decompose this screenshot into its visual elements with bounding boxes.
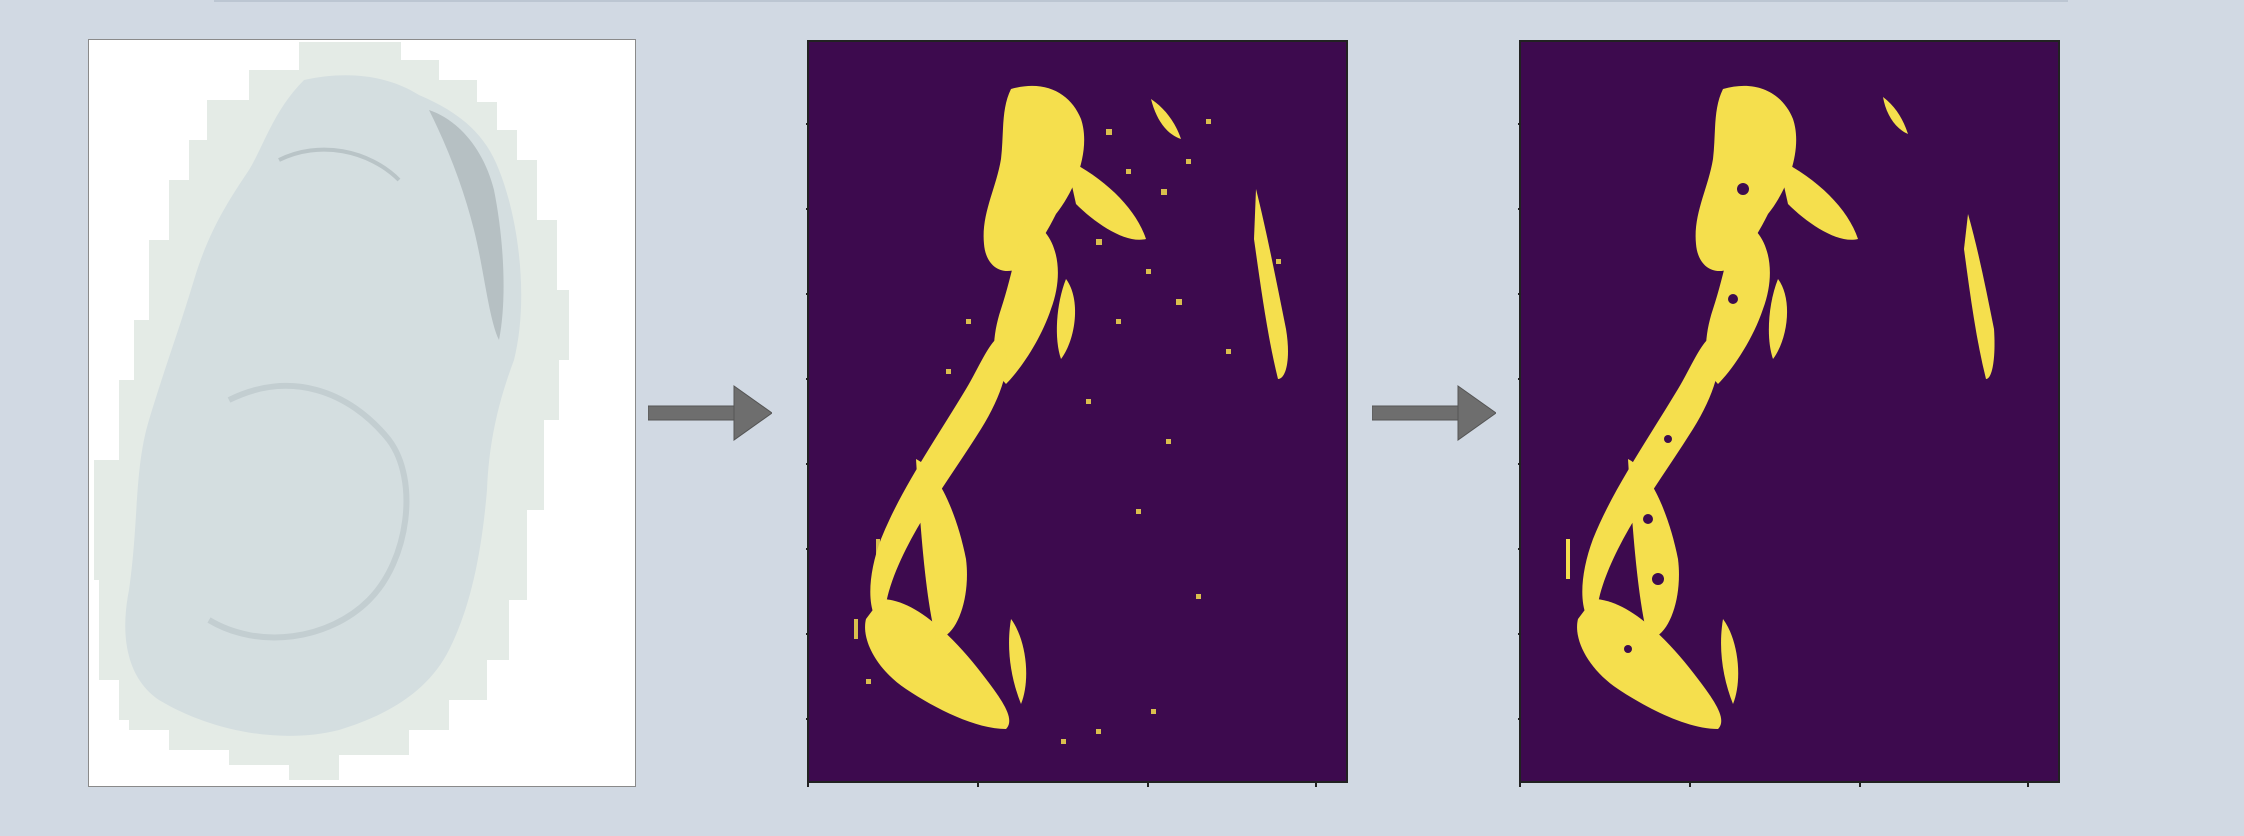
cleaned-mask-image [1518, 40, 2060, 787]
raw-mask-axis-ticks [806, 123, 1317, 787]
raw-mask-panel [806, 39, 1351, 787]
cleaned-mask-axis-ticks [1518, 123, 2029, 787]
cleaned-mask-panel [1518, 39, 2063, 787]
raw-mask-regions [865, 85, 1289, 729]
right-arrow-icon [1372, 382, 1496, 444]
cleaned-mask-regions [1566, 85, 1995, 729]
tissue-scan-image [94, 42, 569, 780]
tissue-upper-fold [278, 147, 401, 182]
top-divider [214, 0, 2068, 2]
tissue-scan-panel [88, 39, 636, 787]
tissue-dark-edge [429, 110, 504, 340]
right-arrow-icon [648, 382, 772, 444]
raw-mask-noise [854, 119, 1281, 744]
tissue-body [125, 75, 522, 736]
tissue-inner-fold [207, 383, 410, 641]
cleaned-mask-holes [1624, 183, 1749, 653]
raw-mask-image [806, 40, 1348, 787]
